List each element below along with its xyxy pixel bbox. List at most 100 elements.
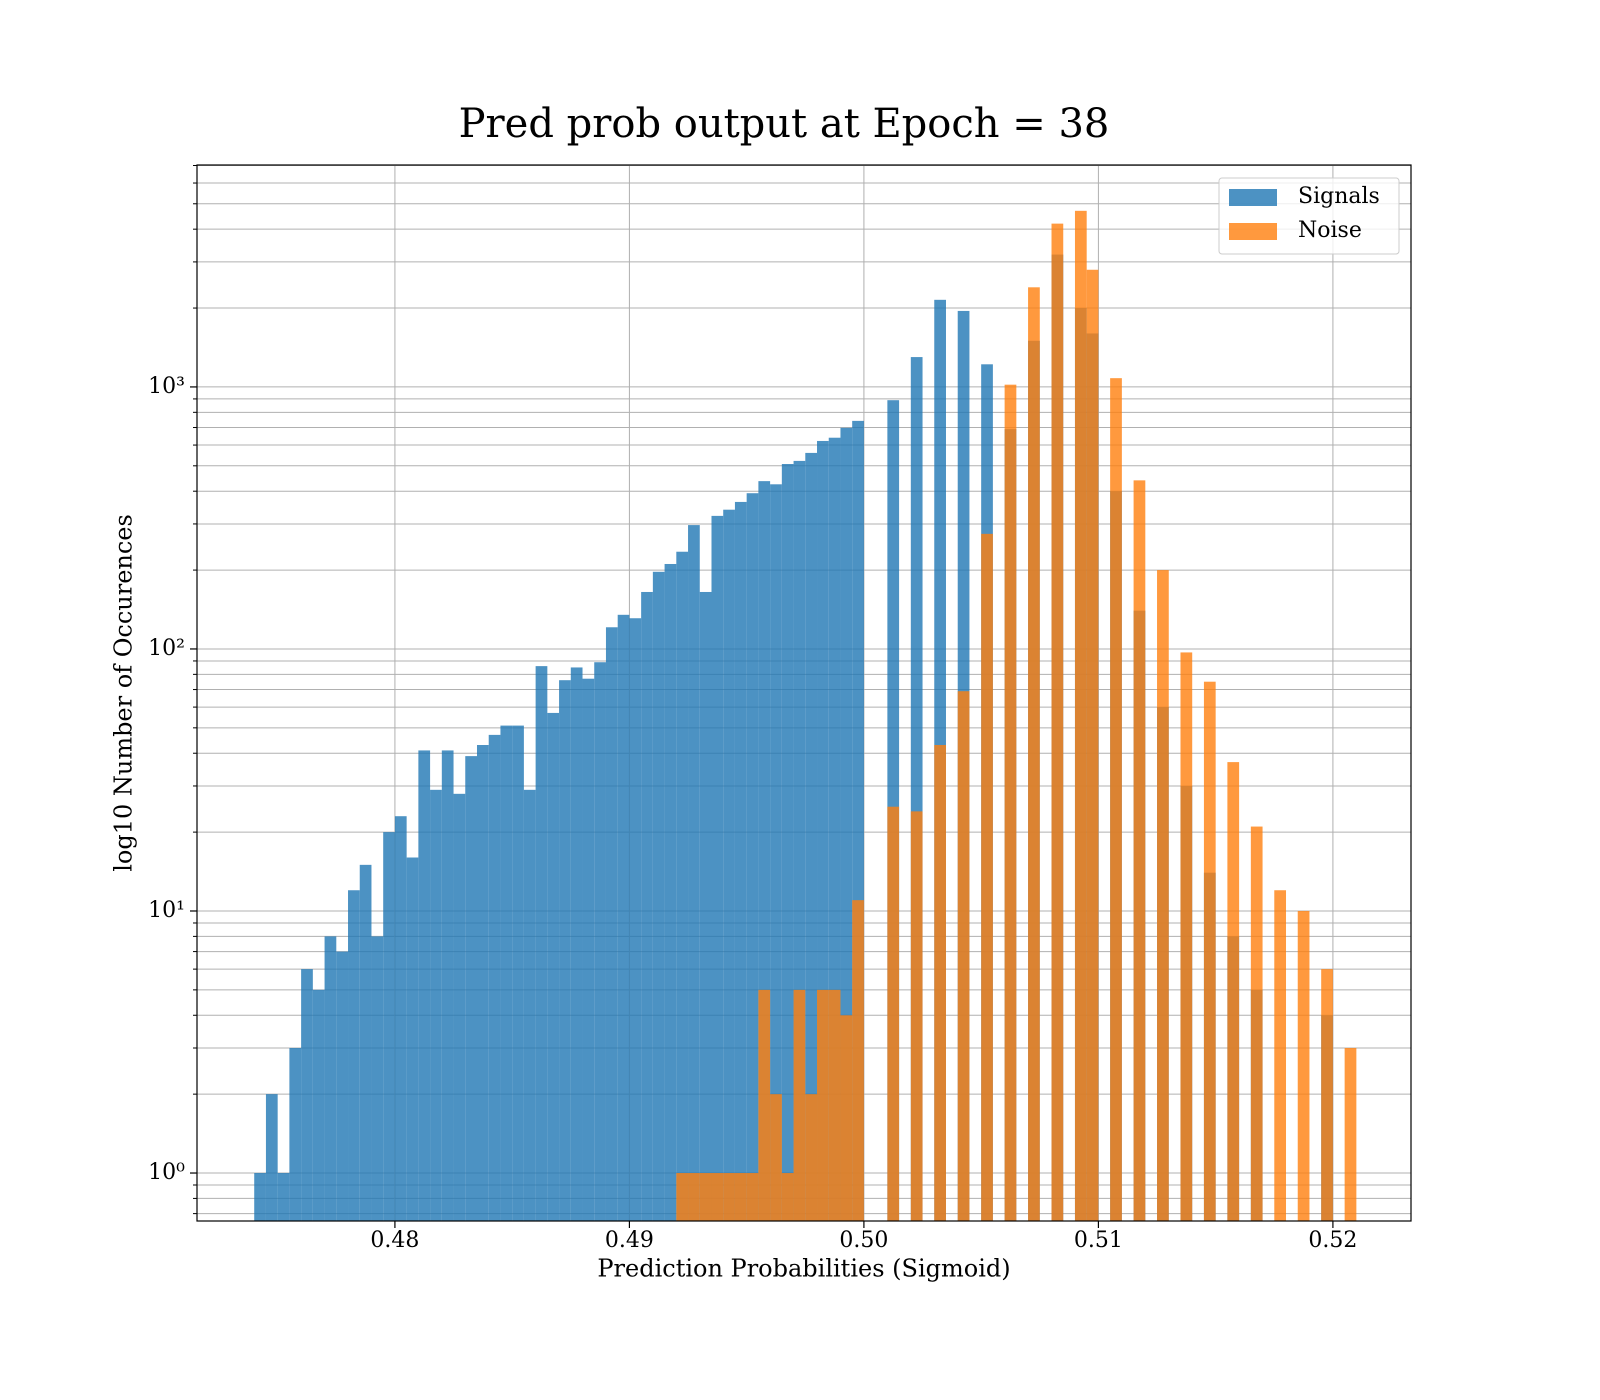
x-tick-label: 0.48	[370, 1228, 419, 1253]
histogram-bar	[312, 989, 325, 1221]
histogram-bar	[1157, 570, 1169, 1221]
histogram-bar	[476, 745, 489, 1221]
histogram-bar	[688, 1173, 700, 1221]
histogram-bar	[371, 936, 384, 1221]
histogram-bar	[1203, 681, 1216, 1221]
histogram-bar	[559, 680, 571, 1221]
histogram-bar	[828, 989, 841, 1221]
histogram-bar	[817, 989, 829, 1221]
legend-swatch	[1229, 189, 1277, 206]
histogram-bar	[629, 618, 642, 1221]
histogram-bar	[324, 936, 337, 1221]
histogram-bar	[289, 1048, 302, 1221]
histogram-bar	[1227, 762, 1240, 1221]
chart-title: Pred prob output at Epoch = 38	[459, 101, 1110, 147]
histogram-bar	[570, 667, 583, 1221]
histogram-bar	[793, 460, 806, 1221]
histogram-bar	[840, 427, 853, 1221]
histogram-bar	[1297, 910, 1310, 1221]
histogram-bar	[383, 832, 395, 1221]
histogram-bar	[699, 591, 712, 1221]
histogram-bar	[1074, 210, 1087, 1221]
histogram-bar	[805, 1094, 818, 1221]
histogram-bar	[852, 420, 864, 1221]
histogram-bar	[781, 464, 794, 1221]
histogram-bar	[1110, 378, 1122, 1221]
histogram-bar	[336, 951, 349, 1221]
histogram-bar	[348, 890, 360, 1221]
legend-label: Signals	[1298, 184, 1380, 209]
histogram-bar	[734, 501, 747, 1221]
histogram-bar	[688, 525, 700, 1221]
x-tick-label: 0.52	[1308, 1228, 1357, 1253]
histogram-bar	[441, 750, 454, 1221]
histogram-bar	[500, 725, 513, 1221]
legend: Signals Noise	[1218, 177, 1400, 255]
histogram-bar	[981, 533, 993, 1221]
histogram-bar	[617, 614, 630, 1221]
ticks: 0.48 0.49 0.50 0.51 0.52 10⁰ 10¹ 10² 10³	[148, 164, 1357, 1253]
histogram-bar	[910, 811, 923, 1221]
histogram-bar	[418, 750, 431, 1221]
histogram-bar	[359, 864, 372, 1221]
x-tick-label: 0.51	[1074, 1228, 1123, 1253]
histogram-bar	[758, 481, 771, 1221]
histogram-bar	[887, 806, 900, 1221]
y-axis-label: log10 Number of Occurences	[110, 514, 138, 872]
histogram-bar	[594, 662, 606, 1221]
histogram-bar	[254, 1173, 266, 1221]
histogram-bar	[430, 789, 442, 1221]
x-tick-label: 0.50	[839, 1228, 888, 1253]
histogram-bar	[711, 1173, 724, 1221]
histogram-bar	[711, 515, 724, 1221]
histogram-bar	[1274, 890, 1287, 1221]
histogram-bar	[852, 900, 864, 1221]
histogram-bar	[641, 591, 653, 1221]
histogram-bar	[1051, 223, 1064, 1221]
y-tick-label: 10³	[148, 374, 185, 399]
histogram-bar	[535, 666, 548, 1221]
histogram-bar	[453, 793, 466, 1221]
histogram-bar	[746, 493, 759, 1221]
histogram-bar	[1028, 287, 1040, 1221]
histogram-bar	[1250, 826, 1263, 1221]
histogram-bar	[805, 452, 818, 1221]
histogram-bar	[652, 571, 665, 1221]
histogram-bar	[934, 745, 946, 1221]
histogram-bar	[406, 857, 419, 1221]
histogram-bar	[465, 756, 477, 1221]
histogram-bar	[547, 712, 560, 1221]
y-tick-label: 10²	[148, 636, 185, 661]
legend-swatch	[1229, 223, 1277, 240]
histogram-bar	[758, 989, 771, 1221]
histogram-bar	[723, 1173, 735, 1221]
histogram-bar	[828, 437, 841, 1221]
histogram-bar	[1133, 480, 1146, 1221]
histogram-bar	[1344, 1048, 1357, 1221]
x-tick-label: 0.49	[605, 1228, 654, 1253]
histogram-bar	[582, 678, 595, 1221]
histogram-bar	[676, 551, 689, 1221]
x-axis-label: Prediction Probabilities (Sigmoid)	[597, 1255, 1010, 1283]
histogram-bar	[512, 725, 524, 1221]
histogram-bar	[605, 627, 618, 1221]
histogram-bar	[793, 989, 806, 1221]
histogram-bar	[1321, 969, 1333, 1221]
histogram-bar	[734, 1173, 747, 1221]
histogram-bar	[301, 969, 313, 1221]
histogram-bar	[910, 357, 923, 1221]
histogram-bar	[265, 1094, 278, 1221]
y-tick-label: 10¹	[148, 898, 185, 923]
histogram-bar	[1086, 269, 1099, 1221]
legend-label: Noise	[1298, 218, 1362, 243]
histogram-bar	[1180, 652, 1193, 1221]
histogram-bar	[723, 509, 735, 1221]
histogram-bar	[840, 1015, 853, 1221]
histogram-bar	[277, 1173, 290, 1221]
y-tick-label: 10⁰	[148, 1160, 185, 1185]
plot-area	[254, 210, 1357, 1221]
histogram-bar	[676, 1173, 689, 1221]
histogram-bar	[699, 1173, 712, 1221]
histogram-bar	[394, 816, 407, 1221]
